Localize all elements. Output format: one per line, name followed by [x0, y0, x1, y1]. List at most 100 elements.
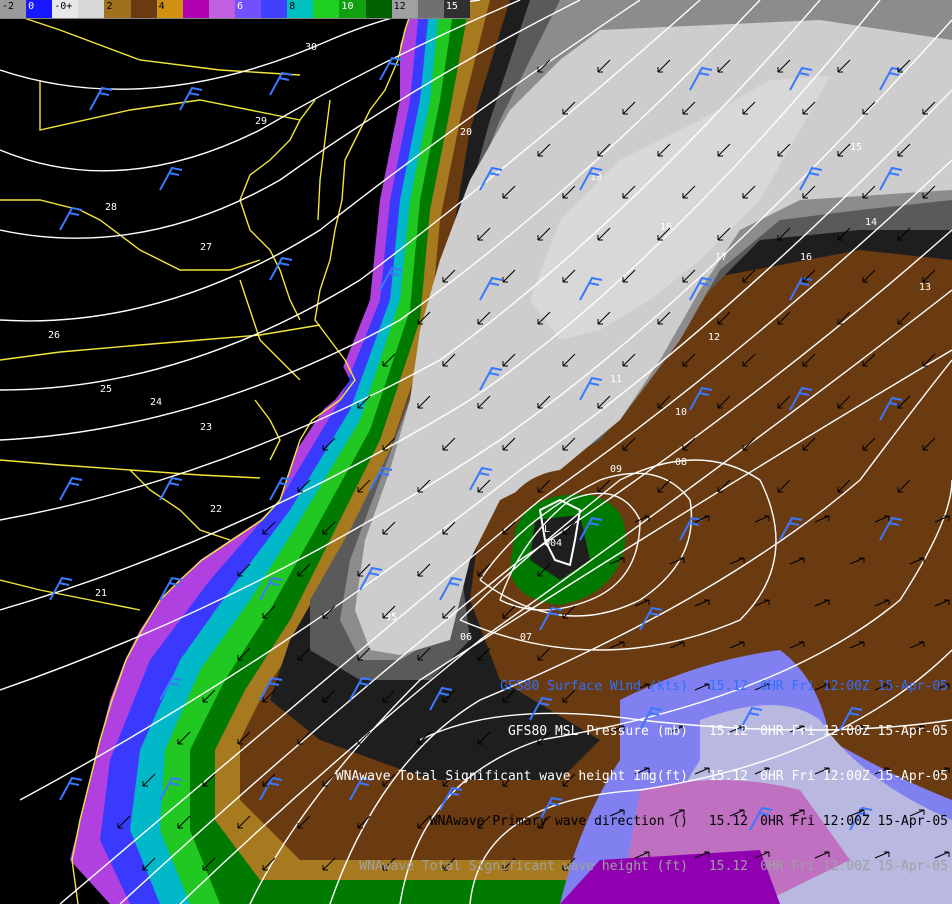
- wind-barb: [579, 166, 603, 191]
- wave-direction-arrow: [322, 773, 336, 787]
- wind-barb: [379, 266, 403, 291]
- color-scale-segment: 6: [234, 0, 262, 18]
- isobar-label: 18: [660, 222, 672, 233]
- wave-direction-arrow: [297, 815, 311, 829]
- wave-direction-arrow: [597, 59, 611, 73]
- wave-direction-arrow: [789, 725, 805, 733]
- wave-direction-arrow: [477, 563, 491, 577]
- color-scale-segment: [261, 0, 288, 18]
- color-scale-segment: [417, 0, 444, 18]
- wave-direction-arrow: [682, 269, 696, 283]
- isobar-label: 08: [675, 457, 687, 468]
- wave-direction-arrow: [357, 647, 371, 661]
- isobar-line: [179, 289, 952, 904]
- wave-direction-arrow: [537, 143, 551, 157]
- wave-direction-arrow: [262, 689, 276, 703]
- color-scale-segment: [182, 0, 209, 18]
- wave-direction-arrow: [717, 227, 731, 241]
- wave-direction-arrow: [657, 143, 671, 157]
- isobar-label: 10: [675, 407, 687, 418]
- wave-direction-arrow: [597, 395, 611, 409]
- wind-barb: [439, 786, 463, 811]
- wave-direction-arrow: [537, 731, 551, 745]
- wind-barb: [379, 56, 403, 81]
- isobar-line: [0, 0, 581, 239]
- wave-direction-arrow: [382, 353, 396, 367]
- wind-barb: [159, 166, 183, 191]
- wave-direction-arrow: [909, 809, 925, 817]
- wave-direction-arrow: [562, 185, 576, 199]
- caption-wave-height: WNAwave Total Significant wave height (f…: [359, 859, 948, 874]
- land-mask: [0, 0, 415, 904]
- wave-direction-arrow: [874, 515, 890, 523]
- wave-direction-arrow: [657, 227, 671, 241]
- wave-direction-arrow: [669, 725, 685, 733]
- wave-direction-arrow: [754, 515, 770, 523]
- isobar-label: 07: [520, 632, 532, 643]
- wave-direction-arrow: [634, 683, 650, 691]
- color-scale-label: 4: [158, 1, 165, 12]
- wave-direction-arrow: [502, 185, 516, 199]
- wave-direction-arrow: [922, 353, 936, 367]
- isobar-label: 24: [150, 397, 162, 408]
- wind-barb: [839, 706, 863, 731]
- wave-direction-arrow: [729, 641, 745, 649]
- wave-direction-arrow: [357, 395, 371, 409]
- isobar-line: [119, 229, 952, 904]
- wind-barb: [739, 706, 763, 731]
- isobar-line: [419, 712, 952, 741]
- wind-barb: [439, 576, 463, 601]
- wind-barb: [529, 696, 553, 721]
- caption-pressure: GFS80 MSL Pressure (mb) 15.12 0HR Fri 12:0…: [507, 724, 948, 739]
- isobar-line: [469, 649, 952, 904]
- wave-direction-arrows: [117, 59, 950, 871]
- wave-direction-arrow: [442, 353, 456, 367]
- wave-direction-arrow: [237, 647, 251, 661]
- wave-direction-arrow: [729, 557, 745, 565]
- wave-direction-arrow: [442, 521, 456, 535]
- wave-direction-arrow: [562, 773, 576, 787]
- isobar-line: [0, 0, 761, 441]
- wave-direction-arrow: [297, 647, 311, 661]
- wind-barb: [269, 71, 293, 96]
- wave-direction-arrow: [634, 851, 650, 859]
- wave-direction-arrow: [417, 815, 431, 829]
- wave-direction-arrow: [669, 557, 685, 565]
- wave-direction-arrow: [717, 59, 731, 73]
- wave-direction-arrow: [849, 641, 865, 649]
- wave-direction-arrow: [202, 689, 216, 703]
- isobar-label: 19: [590, 172, 602, 183]
- wind-barb: [479, 366, 503, 391]
- wave-direction-arrow: [382, 437, 396, 451]
- wave-direction-arrow: [322, 689, 336, 703]
- color-scale-segment: 10: [339, 0, 366, 18]
- wave-direction-arrow: [442, 857, 456, 871]
- isobar-label: 22: [210, 504, 222, 515]
- wave-direction-arrow: [502, 269, 516, 283]
- low-value: 004: [544, 538, 562, 549]
- wave-direction-arrow: [814, 515, 830, 523]
- wind-barb: [259, 776, 283, 801]
- wave-direction-arrow: [934, 515, 950, 523]
- wave-direction-arrow: [622, 185, 636, 199]
- color-scale-segment: [313, 0, 340, 18]
- wave-direction-arrow: [502, 437, 516, 451]
- wind-barbs: [49, 56, 903, 831]
- wave-direction-arrow: [742, 101, 756, 115]
- wave-direction-arrow: [789, 641, 805, 649]
- wave-direction-arrow: [874, 767, 890, 775]
- caption-wave-height-img: WNAwave Total Significant wave height Im…: [335, 769, 948, 784]
- wave-direction-arrow: [237, 815, 251, 829]
- wave-direction-arrow: [322, 437, 336, 451]
- wave-direction-arrow: [322, 521, 336, 535]
- wave-direction-arrow: [237, 563, 251, 577]
- wave-direction-arrow: [657, 311, 671, 325]
- wind-barb: [639, 706, 663, 731]
- wave-direction-arrow: [262, 857, 276, 871]
- wave-direction-arrow: [694, 683, 710, 691]
- wave-direction-arrow: [537, 59, 551, 73]
- wave-direction-arrow: [634, 515, 650, 523]
- isobar-line: [0, 0, 701, 391]
- color-scale-segment: [78, 0, 105, 18]
